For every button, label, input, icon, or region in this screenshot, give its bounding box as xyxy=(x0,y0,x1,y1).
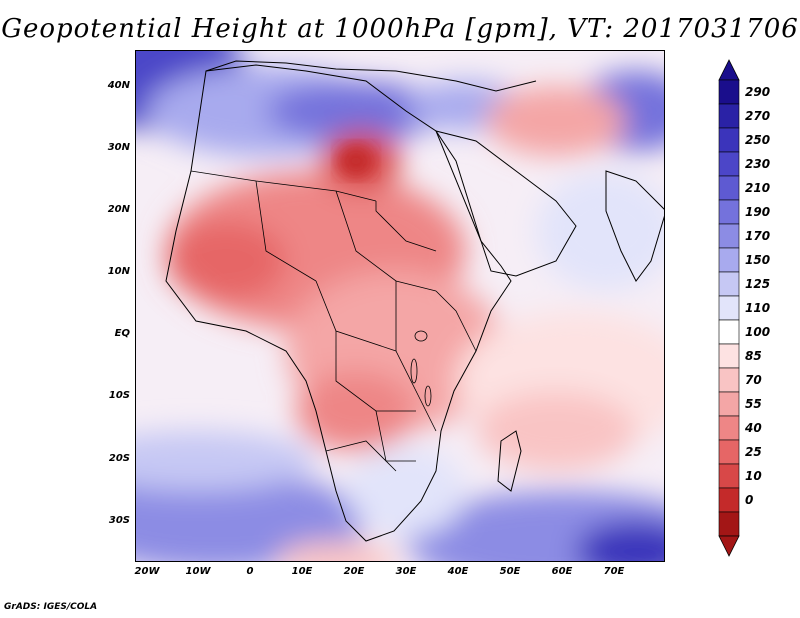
colorbar-label: 70 xyxy=(745,373,762,387)
colorbar-segment xyxy=(718,103,740,129)
field-highlights xyxy=(338,145,374,177)
colorbar-segment xyxy=(718,391,740,417)
lat-label-30s: 30S xyxy=(108,515,130,526)
colorbar-segment xyxy=(718,367,740,393)
lon-label-0: 0 xyxy=(246,566,254,577)
lon-label-40e: 40E xyxy=(447,566,469,577)
colorbar-segment xyxy=(718,271,740,297)
colorbar-label: 55 xyxy=(745,397,762,411)
lat-label-20n: 20N xyxy=(107,204,130,215)
lakes xyxy=(410,330,432,407)
colorbar-label: 270 xyxy=(745,109,771,123)
colorbar-label: 100 xyxy=(745,325,771,339)
colorbar-label: 190 xyxy=(745,205,771,219)
colorbar-label: 210 xyxy=(745,181,771,195)
lat-label-10s: 10S xyxy=(108,390,130,401)
colorbar-segment xyxy=(718,463,740,489)
lat-label-40n: 40N xyxy=(107,80,130,91)
colorbar-segment xyxy=(718,439,740,465)
lon-label-20w: 20W xyxy=(134,566,160,577)
colorbar-segment xyxy=(718,295,740,321)
colorbar-segment xyxy=(718,487,740,513)
field-shading xyxy=(136,51,664,561)
lon-label-20e: 20E xyxy=(343,566,365,577)
lon-label-30e: 30E xyxy=(395,566,417,577)
colorbar-label: 290 xyxy=(745,85,771,99)
colorbar-segment xyxy=(718,151,740,177)
colorbar-segment xyxy=(718,511,740,537)
lat-label-eq: EQ xyxy=(114,328,130,339)
lon-label-70e: 70E xyxy=(603,566,625,577)
colorbar-label: 150 xyxy=(745,253,771,267)
colorbar-label: 25 xyxy=(745,445,762,459)
colorbar-label: 40 xyxy=(745,421,762,435)
colorbar-label: 0 xyxy=(745,493,754,507)
colorbar-segment xyxy=(718,79,740,105)
colorbar-segment xyxy=(718,175,740,201)
colorbar-label: 230 xyxy=(745,157,771,171)
colorbar-segment xyxy=(718,127,740,153)
colorbar-bottom-arrow xyxy=(718,535,740,557)
colorbar-segment xyxy=(718,247,740,273)
colorbar-label: 85 xyxy=(745,349,762,363)
country-borders xyxy=(190,170,477,472)
geopotential-field-map xyxy=(136,51,664,561)
map-title: Geopotential Height at 1000hPa [gpm], VT… xyxy=(1,14,799,44)
colorbar-top-arrow xyxy=(718,59,740,81)
colorbar xyxy=(718,59,740,557)
colorbar-segment xyxy=(718,199,740,225)
lat-label-20s: 20S xyxy=(108,453,130,464)
colorbar-label: 110 xyxy=(745,301,771,315)
colorbar-label: 170 xyxy=(745,229,771,243)
lon-label-10e: 10E xyxy=(291,566,313,577)
footer-credit: GrADS: IGES/COLA xyxy=(4,602,98,612)
colorbar-label: 10 xyxy=(745,469,762,483)
lon-label-10w: 10W xyxy=(185,566,211,577)
colorbar-segment xyxy=(718,415,740,441)
map-plot-area xyxy=(135,50,665,562)
colorbar-segment xyxy=(718,343,740,369)
colorbar-label: 125 xyxy=(745,277,771,291)
lon-label-60e: 60E xyxy=(551,566,573,577)
colorbar-segment xyxy=(718,319,740,345)
colorbar-segment xyxy=(718,223,740,249)
lat-label-10n: 10N xyxy=(107,266,130,277)
colorbar-label: 250 xyxy=(745,133,771,147)
lat-label-30n: 30N xyxy=(107,142,130,153)
coastlines xyxy=(165,60,664,542)
lon-label-50e: 50E xyxy=(499,566,521,577)
